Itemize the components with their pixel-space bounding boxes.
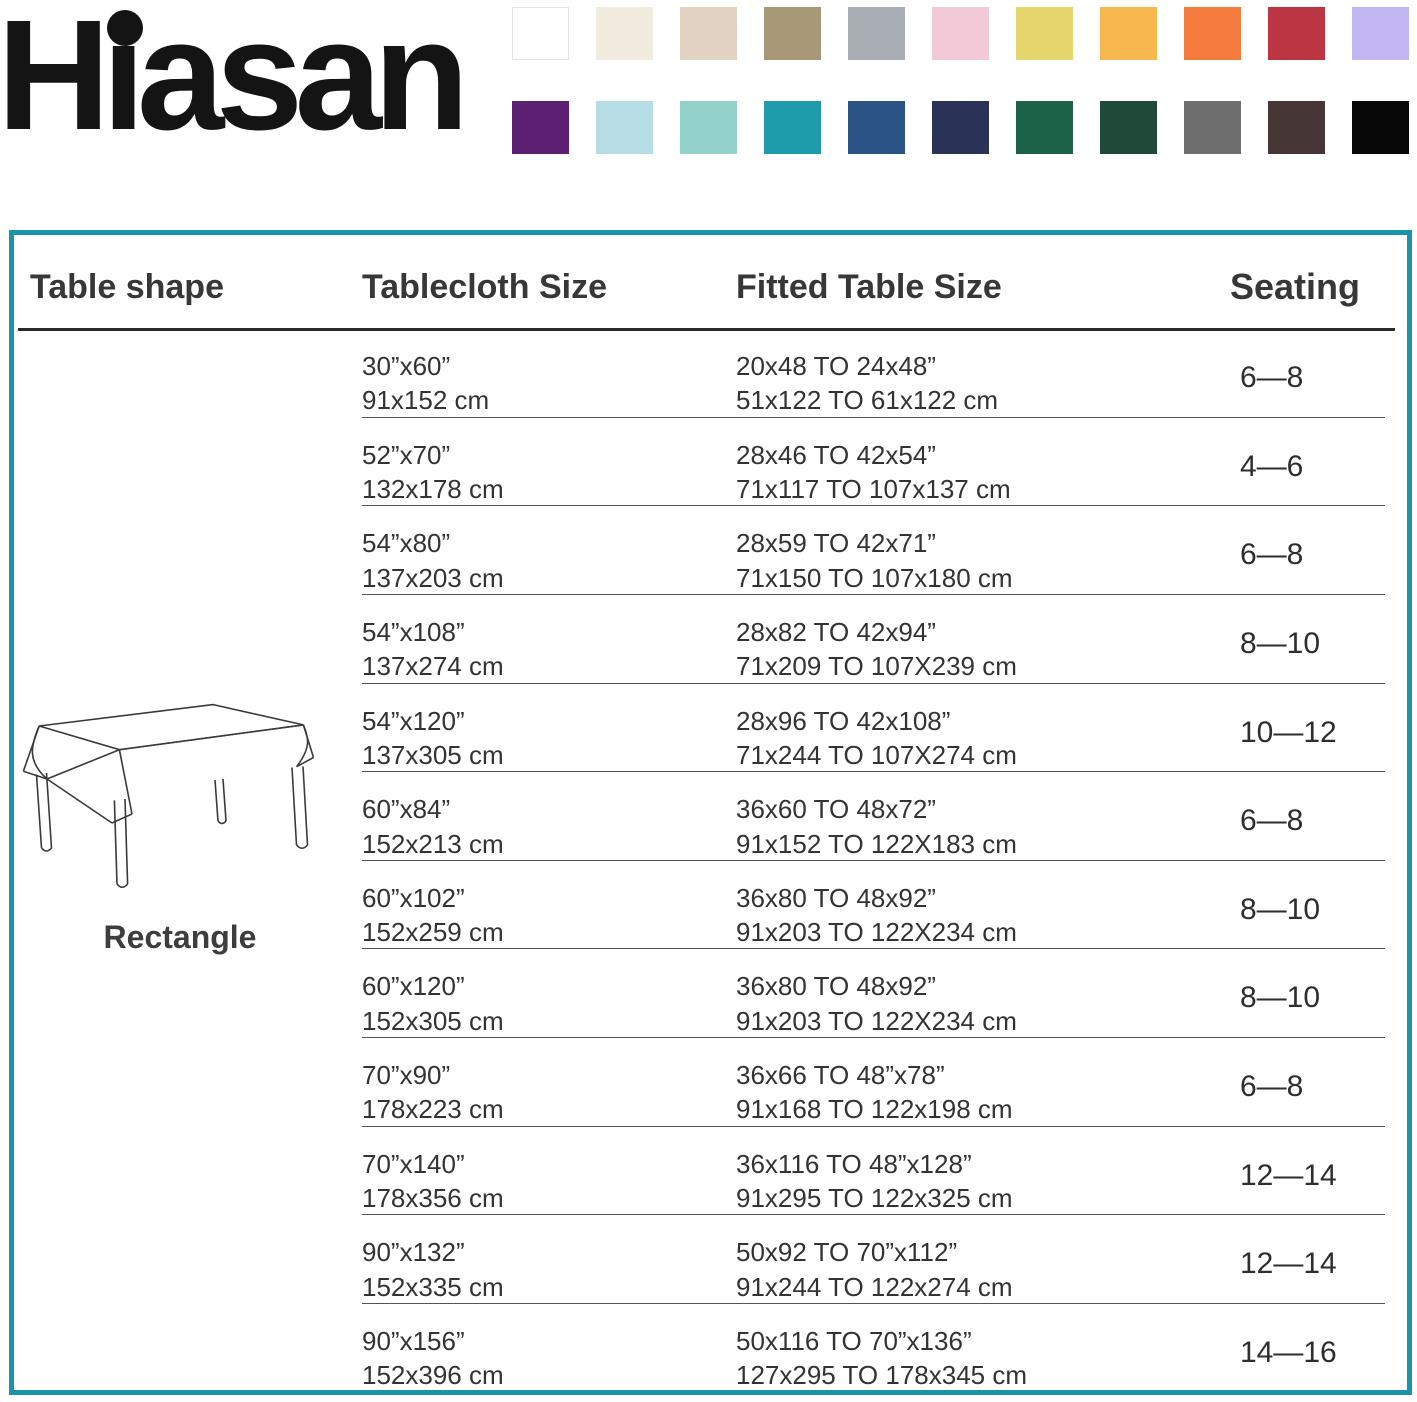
svg-text:Hiasan: Hiasan <box>2 2 461 163</box>
